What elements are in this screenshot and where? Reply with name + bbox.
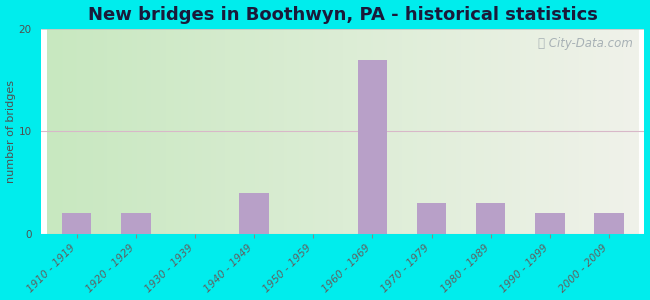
Text: ⓘ City-Data.com: ⓘ City-Data.com [538, 38, 632, 50]
Title: New bridges in Boothwyn, PA - historical statistics: New bridges in Boothwyn, PA - historical… [88, 6, 598, 24]
Bar [417, 203, 447, 234]
Bar [121, 213, 151, 234]
Bar [62, 213, 92, 234]
Y-axis label: number of bridges: number of bridges [6, 80, 16, 183]
Bar [594, 213, 624, 234]
Bar [239, 193, 269, 234]
Bar [476, 203, 506, 234]
Bar [358, 60, 387, 234]
Bar [535, 213, 565, 234]
